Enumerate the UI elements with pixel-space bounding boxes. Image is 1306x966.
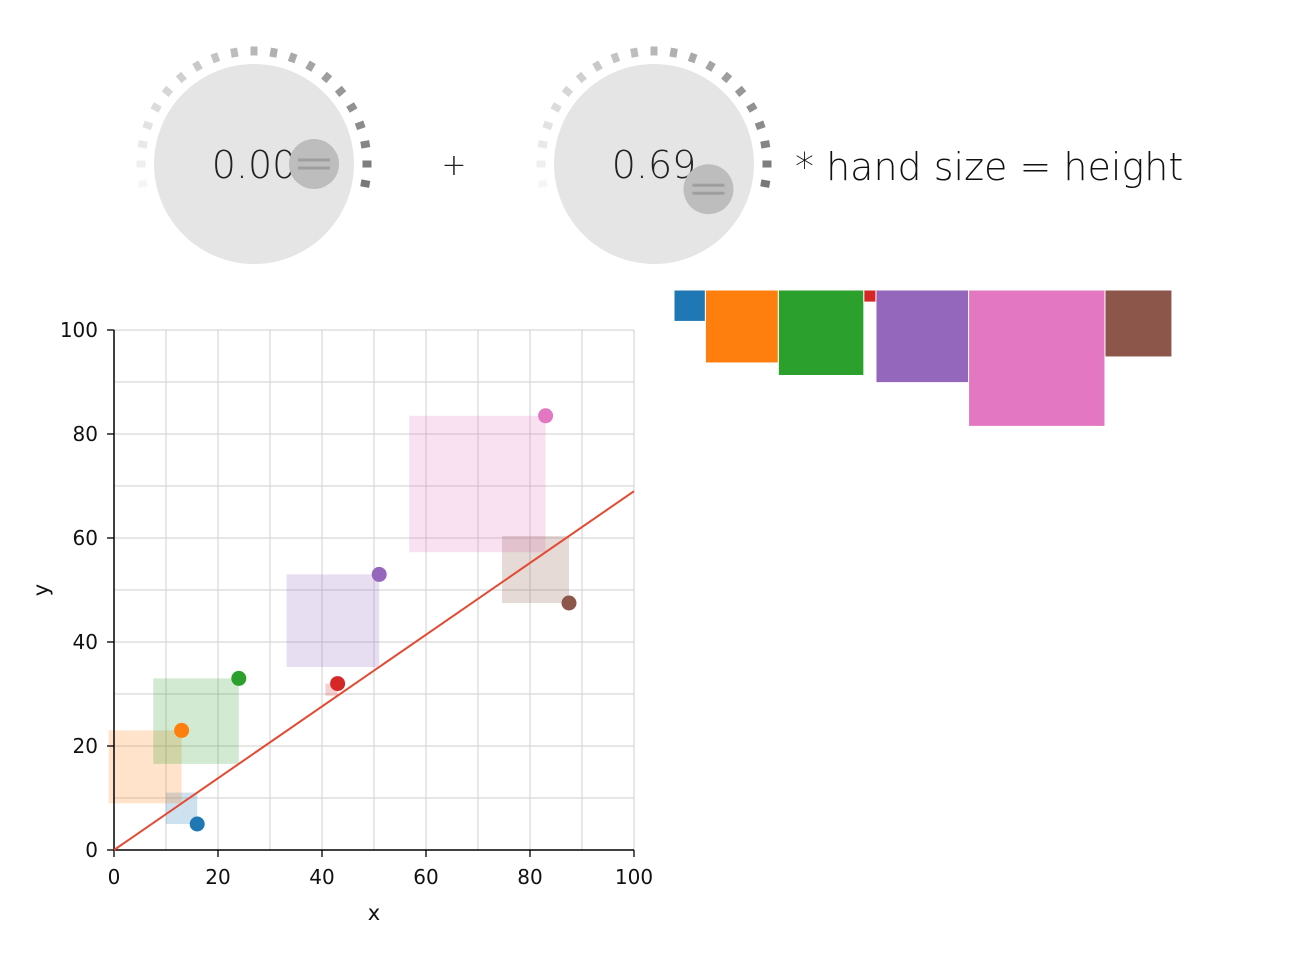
residual-square-2: [153, 678, 239, 764]
knobA-tick: [362, 160, 372, 168]
x-axis-title: x: [368, 901, 380, 925]
formula-label: * hand size = height: [795, 145, 1183, 189]
residual-square-1: [108, 730, 182, 804]
knob-a-dial-ticks: [136, 46, 372, 188]
packed-square-3: [863, 289, 877, 303]
knobB-tick: [760, 179, 771, 188]
knobA-tick: [161, 85, 174, 97]
knobB-tick: [537, 179, 548, 188]
knob-a[interactable]: 0.00: [136, 46, 372, 265]
y-tick-label: 20: [73, 734, 98, 758]
knob-a-face[interactable]: [154, 64, 354, 264]
knobB-tick: [542, 120, 554, 131]
packed-square-6: [1104, 289, 1173, 358]
x-tick-label: 40: [309, 865, 334, 889]
knob-b-dial-ticks: [536, 46, 772, 188]
knobB-tick: [687, 52, 698, 64]
x-tick-label: 0: [108, 865, 121, 889]
packed-squares: [673, 289, 1173, 427]
knobB-tick: [575, 71, 587, 84]
knob-b-value: 0.69: [612, 143, 697, 187]
residual-square-4: [286, 574, 380, 668]
knobB-tick: [754, 120, 766, 131]
knobB-tick: [721, 71, 733, 84]
knobB-tick: [762, 160, 772, 168]
scatter-chart: 0 20 40 60 80 100 0 20 40 60 80 100 x y: [29, 318, 653, 925]
knobA-tick: [321, 71, 333, 84]
knobA-tick: [230, 47, 239, 58]
x-tick-label: 60: [413, 865, 438, 889]
y-tick-label: 100: [60, 318, 98, 342]
knob-a-handle[interactable]: [289, 139, 339, 189]
knobB-tick: [650, 46, 658, 56]
knobA-tick: [360, 140, 371, 149]
knobA-tick: [305, 60, 316, 72]
knobA-tick: [150, 102, 162, 113]
knobA-tick: [346, 102, 358, 113]
knobA-tick: [334, 85, 347, 97]
residual-square-5: [409, 415, 546, 553]
knobA-tick: [354, 120, 366, 131]
data-point-0[interactable]: [189, 816, 205, 832]
knobA-tick: [287, 52, 298, 64]
y-tick-label: 60: [73, 526, 98, 550]
knobB-tick: [760, 140, 771, 149]
packed-square-2: [777, 289, 865, 376]
x-tick-label: 20: [205, 865, 230, 889]
knobB-tick: [537, 140, 548, 149]
y-axis-title: y: [29, 584, 53, 596]
chart-axes: 0 20 40 60 80 100 0 20 40 60 80 100: [60, 318, 653, 889]
knobB-tick: [536, 160, 546, 168]
knobB-tick: [746, 102, 758, 113]
knobA-tick: [142, 120, 154, 131]
knobA-tick: [175, 71, 187, 84]
knob-a-value: 0.00: [212, 143, 297, 187]
packed-square-5: [968, 289, 1106, 427]
operator-plus: +: [441, 148, 466, 183]
y-tick-label: 0: [85, 838, 98, 862]
data-point-5[interactable]: [538, 408, 554, 424]
knobA-handle-grip[interactable]: [289, 139, 339, 189]
knobB-tick: [630, 47, 639, 58]
knobB-tick: [610, 52, 621, 64]
knob-b[interactable]: 0.69: [536, 46, 772, 265]
data-point-3[interactable]: [330, 676, 346, 692]
knobB-tick: [669, 47, 678, 58]
knobA-tick: [250, 46, 258, 56]
knob-b-handle[interactable]: [683, 164, 734, 215]
knobA-tick: [136, 160, 146, 168]
knobB-tick: [561, 85, 574, 97]
point-squares: [108, 415, 569, 824]
x-tick-label: 80: [517, 865, 542, 889]
data-point-4[interactable]: [371, 566, 387, 582]
data-point-2[interactable]: [231, 670, 247, 686]
data-points[interactable]: [174, 408, 577, 832]
knob-b-face[interactable]: [554, 64, 754, 264]
knobA-tick: [137, 140, 148, 149]
data-point-6[interactable]: [561, 595, 577, 611]
knobA-tick: [210, 52, 221, 64]
knobB-tick: [705, 60, 716, 72]
knobB-handle-grip[interactable]: [683, 164, 734, 215]
knobA-tick: [137, 179, 148, 188]
data-point-1[interactable]: [174, 722, 190, 738]
knobA-tick: [360, 179, 371, 188]
knobA-tick: [192, 60, 203, 72]
y-tick-label: 80: [73, 422, 98, 446]
knobB-tick: [734, 85, 747, 97]
knobA-tick: [269, 47, 278, 58]
packed-square-0: [673, 289, 706, 322]
packed-square-1: [704, 289, 779, 364]
packed-square-4: [875, 289, 970, 384]
fit-line: [113, 490, 635, 851]
y-tick-label: 40: [73, 630, 98, 654]
knobB-tick: [592, 60, 603, 72]
x-tick-label: 100: [615, 865, 653, 889]
residual-square-6: [502, 536, 569, 603]
knobB-tick: [550, 102, 562, 113]
